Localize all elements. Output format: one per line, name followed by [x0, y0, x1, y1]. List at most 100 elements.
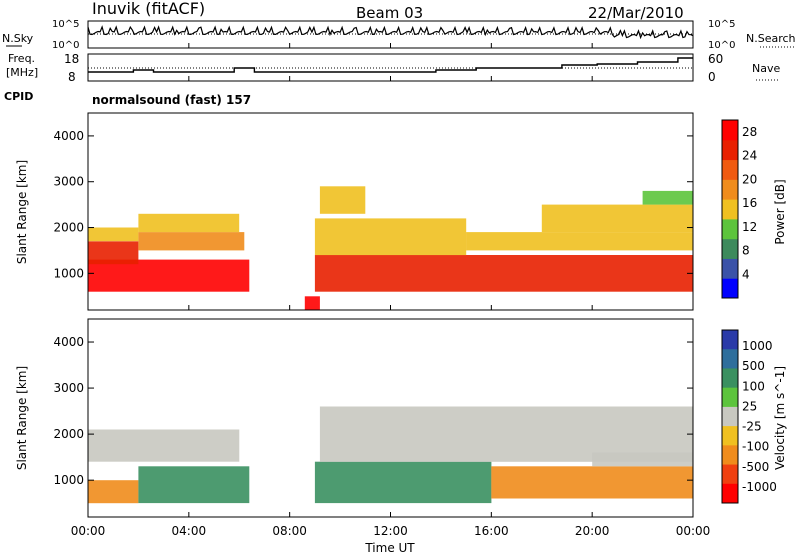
power-colorbar-swatch-3 [722, 218, 738, 240]
noise-right-tick-top: 10^5 [708, 19, 735, 30]
power-colorbar-swatch-0 [722, 278, 738, 299]
velocity-colorbar-tick-1: 500 [742, 359, 765, 373]
freq-trace [88, 57, 693, 73]
heatmap-band-5 [304, 296, 320, 310]
station-title: Inuvik (fitACF) [92, 0, 205, 18]
velocity-colorbar-tick-6: -500 [742, 460, 769, 474]
x-tick-label-4: 16:00 [474, 524, 509, 538]
heatmap-band-3 [314, 461, 492, 504]
noise-left-label: N.Sky [2, 32, 34, 45]
x-axis-label: Time UT [364, 541, 415, 554]
velocity-colorbar-swatch-5 [722, 426, 738, 446]
velocity-colorbar-swatch-7 [722, 464, 738, 485]
power-colorbar-tick-5: 24 [742, 149, 757, 163]
power-y-label: Slant Range [km] [15, 160, 29, 264]
power-colorbar-swatch-2 [722, 238, 738, 259]
noise-sky-trace [87, 25, 694, 40]
velocity-y-label: Slant Range [km] [15, 366, 29, 470]
x-tick-label-5: 20:00 [575, 524, 610, 538]
y-tick-label-1: 2000 [53, 221, 84, 235]
freq-left-label-2: [MHz] [6, 66, 38, 79]
velocity-colorbar-swatch-8 [722, 483, 738, 504]
heatmap-band-2 [88, 227, 139, 242]
freq-right-tick-bottom: 0 [708, 70, 716, 84]
freq-left-tick-bottom: 8 [68, 70, 76, 84]
velocity-colorbar-tick-4: -25 [742, 420, 762, 434]
velocity-colorbar: 1000 500 100 25 -25 -100 -500 -1000 [721, 329, 777, 504]
power-colorbar: 4 8 12 16 20 24 28 [721, 119, 757, 299]
heatmap-band-2 [88, 429, 240, 462]
noise-left-tick-top: 10^5 [52, 19, 79, 30]
power-colorbar-swatch-8 [722, 120, 738, 141]
velocity-colorbar-tick-7: -1000 [742, 480, 777, 494]
power-colorbar-frame [721, 119, 739, 299]
y-tick-label-2: 3000 [53, 175, 84, 189]
heatmap-band-6 [314, 255, 693, 292]
heatmap-band-4 [138, 213, 240, 233]
heatmap-band-8 [319, 186, 366, 214]
velocity-panel [88, 406, 693, 504]
freq-left-label-1: Freq. [8, 52, 35, 65]
power-colorbar-swatch-5 [722, 179, 738, 200]
y-tick-label-2: 3000 [53, 381, 84, 395]
noise-right-label: N.Search [746, 32, 796, 45]
power-colorbar-swatch-7 [722, 139, 738, 161]
heatmap-band-3 [138, 232, 245, 251]
velocity-colorbar-tick-2: 100 [742, 379, 765, 393]
beam-title: Beam 03 [356, 4, 423, 22]
x-tick-label-6: 00:00 [676, 524, 711, 538]
y-tick-label-0: 1000 [53, 473, 84, 487]
heatmap-band-0 [88, 480, 139, 504]
velocity-colorbar-tick-5: -100 [742, 440, 769, 454]
freq-left-tick-top: 18 [64, 52, 79, 66]
noise-right-tick-bottom: 10^0 [708, 40, 735, 51]
power-colorbar-swatch-1 [722, 258, 738, 279]
x-tick-label-3: 12:00 [373, 524, 408, 538]
velocity-colorbar-swatch-0 [722, 330, 738, 350]
velocity-colorbar-swatch-6 [722, 445, 738, 466]
power-colorbar-tick-6: 28 [742, 125, 757, 139]
x-axis: 00:00 04:00 08:00 12:00 16:00 20:00 00:00 [71, 43, 711, 538]
velocity-colorbar-tick-3: 25 [742, 399, 757, 413]
date-title: 22/Mar/2010 [588, 4, 684, 22]
heatmap-band-4 [491, 466, 693, 499]
heatmap-band-7 [314, 218, 467, 256]
heatmap-band-11 [642, 190, 693, 205]
velocity-colorbar-swatch-2 [722, 368, 738, 389]
power-colorbar-tick-0: 4 [742, 267, 750, 281]
x-tick-label-0: 00:00 [71, 524, 106, 538]
velocity-colorbar-swatch-3 [722, 387, 738, 408]
power-colorbar-tick-1: 8 [742, 244, 750, 258]
power-colorbar-swatch-6 [722, 159, 738, 180]
power-colorbar-swatch-4 [722, 199, 738, 220]
power-colorbar-tick-2: 12 [742, 220, 757, 234]
heatmap-band-6 [592, 452, 693, 467]
power-y-axis: 1000 2000 3000 4000 [53, 129, 693, 280]
heatmap-band-1 [138, 466, 250, 504]
y-tick-label-0: 1000 [53, 266, 84, 280]
velocity-colorbar-frame [721, 329, 739, 504]
y-tick-label-3: 4000 [53, 129, 84, 143]
y-tick-label-1: 2000 [53, 427, 84, 441]
freq-right-tick-top: 60 [708, 52, 723, 66]
velocity-y-axis: 1000 2000 3000 4000 [53, 335, 693, 487]
cpid-text: normalsound (fast) 157 [92, 93, 251, 107]
velocity-colorbar-label: Velocity [m s^-1] [773, 366, 787, 470]
heatmap-band-10 [541, 204, 694, 233]
velocity-colorbar-swatch-1 [722, 349, 738, 369]
x-tick-label-1: 04:00 [172, 524, 207, 538]
power-colorbar-tick-3: 16 [742, 196, 757, 210]
power-colorbar-tick-4: 20 [742, 172, 757, 186]
x-tick-label-2: 08:00 [272, 524, 307, 538]
heatmap-band-9 [466, 232, 693, 251]
heatmap-band-0 [88, 259, 250, 292]
power-panel [88, 186, 694, 310]
cpid-label: CPID [4, 90, 33, 103]
noise-left-tick-bottom: 10^0 [52, 40, 79, 51]
velocity-colorbar-tick-0: 1000 [742, 339, 773, 353]
velocity-colorbar-swatch-4 [722, 406, 738, 427]
power-colorbar-label: Power [dB] [773, 179, 787, 244]
heatmap-band-1 [88, 241, 139, 265]
